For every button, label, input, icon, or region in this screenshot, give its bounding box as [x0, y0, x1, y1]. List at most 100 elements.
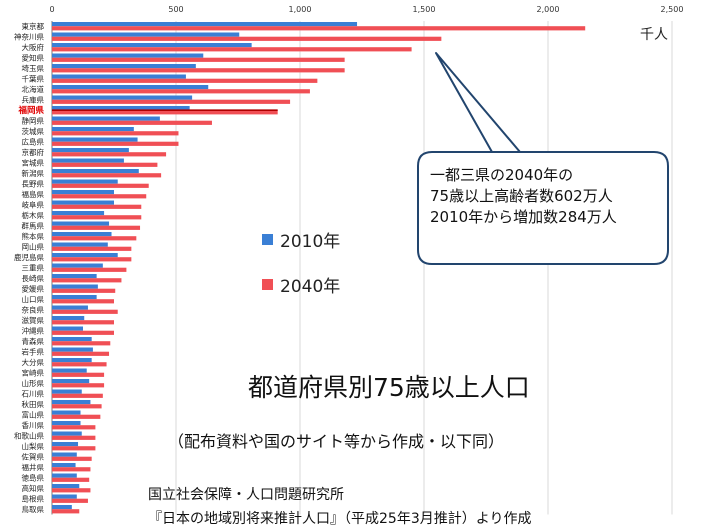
bar — [52, 64, 196, 69]
bar — [52, 442, 79, 447]
category-label: 青森県 — [22, 336, 45, 346]
category-label: 徳島県 — [22, 473, 45, 483]
bar — [52, 463, 76, 468]
bar — [52, 509, 80, 514]
bar — [52, 431, 82, 436]
category-label: 茨城県 — [22, 126, 45, 136]
x-tick-label: 1,500 — [413, 5, 436, 14]
bar — [52, 43, 252, 48]
category-label: 高知県 — [22, 483, 45, 493]
category-label: 京都府 — [22, 147, 45, 157]
category-label: 群馬県 — [22, 221, 45, 231]
bar — [52, 446, 96, 451]
category-label: 岐阜県 — [22, 200, 45, 210]
bar — [52, 278, 122, 283]
bar — [52, 120, 212, 125]
bar — [52, 494, 77, 499]
bar — [52, 330, 114, 335]
bar — [52, 53, 204, 58]
bar — [52, 32, 240, 37]
category-label: 新潟県 — [22, 168, 45, 178]
legend-swatch-2010 — [262, 234, 273, 245]
bar — [52, 288, 116, 293]
bar — [52, 456, 92, 461]
bar — [52, 368, 87, 373]
x-tick-label: 1,000 — [289, 5, 312, 14]
bar — [52, 137, 138, 142]
bar — [52, 484, 80, 489]
bar — [52, 78, 318, 83]
category-label: 島根県 — [22, 494, 45, 504]
bar — [52, 351, 110, 356]
bar — [52, 22, 358, 27]
legend-swatch-2040 — [262, 279, 273, 290]
bar — [52, 498, 88, 503]
bar — [52, 225, 141, 230]
annotation-callout: 一都三県の2040年の 75歳以上高齢者数602万人 2010年から増加数284… — [417, 52, 669, 265]
category-label: 福井県 — [22, 462, 45, 472]
category-label: 千葉県 — [22, 74, 45, 84]
category-label: 埼玉県 — [22, 63, 45, 73]
unit-label: 千人 — [640, 27, 668, 43]
bar — [52, 257, 132, 262]
x-tick-label: 500 — [168, 5, 183, 14]
category-label: 山形県 — [22, 378, 45, 388]
bar — [52, 47, 412, 52]
bar — [52, 383, 105, 388]
bar — [52, 274, 97, 279]
bar — [52, 347, 93, 352]
bar — [52, 326, 83, 331]
bar — [52, 253, 118, 258]
bar — [52, 242, 108, 247]
x-tick-label: 2,000 — [537, 5, 560, 14]
category-label: 三重県 — [22, 264, 45, 273]
bar — [52, 477, 90, 482]
bar — [52, 221, 110, 226]
category-label: 愛媛県 — [22, 284, 45, 294]
bar — [52, 263, 103, 268]
bar — [52, 488, 91, 493]
bar — [52, 467, 91, 472]
bar — [52, 404, 102, 409]
bar — [52, 106, 190, 111]
bar — [52, 435, 96, 440]
source-line-1: 国立社会保障・人口問題研究所 — [148, 487, 344, 503]
bar — [52, 393, 103, 398]
bar — [52, 309, 118, 314]
category-label: 大阪府 — [22, 42, 45, 52]
bar — [52, 236, 137, 241]
bar — [52, 57, 345, 62]
annotation-line-3: 2010年から増加数284万人 — [430, 208, 617, 226]
annotation-line-2: 75歳以上高齢者数602万人 — [430, 187, 613, 205]
bar — [52, 190, 114, 195]
bar — [52, 131, 179, 136]
bar — [52, 85, 209, 90]
bar — [52, 425, 96, 430]
category-labels: 東京都神奈川県大阪府愛知県埼玉県千葉県北海道兵庫県福岡県静岡県茨城県広島県京都府… — [14, 21, 44, 514]
category-label: 和歌山県 — [14, 431, 44, 441]
bar — [52, 362, 107, 367]
category-label: 広島県 — [22, 137, 45, 147]
legend-label-2040: 2040年 — [280, 277, 340, 297]
category-label: 岡山県 — [22, 242, 45, 252]
category-label: 沖縄県 — [22, 326, 45, 336]
bar — [52, 473, 77, 478]
category-label: 石川県 — [22, 390, 45, 399]
bar — [52, 26, 586, 31]
bar — [52, 141, 179, 146]
category-label: 北海道 — [22, 84, 45, 94]
bar — [52, 68, 345, 73]
bar — [52, 179, 118, 184]
category-label: 静岡県 — [22, 116, 45, 126]
category-label: 宮崎県 — [22, 368, 45, 378]
category-label: 神奈川県 — [14, 32, 44, 42]
bar — [52, 173, 162, 178]
category-label: 山口県 — [22, 294, 45, 304]
category-label: 香川県 — [22, 420, 45, 430]
bar — [52, 284, 98, 289]
bar — [52, 211, 105, 216]
bar — [52, 452, 77, 457]
category-label: 長崎県 — [22, 273, 45, 283]
bar — [52, 410, 81, 415]
